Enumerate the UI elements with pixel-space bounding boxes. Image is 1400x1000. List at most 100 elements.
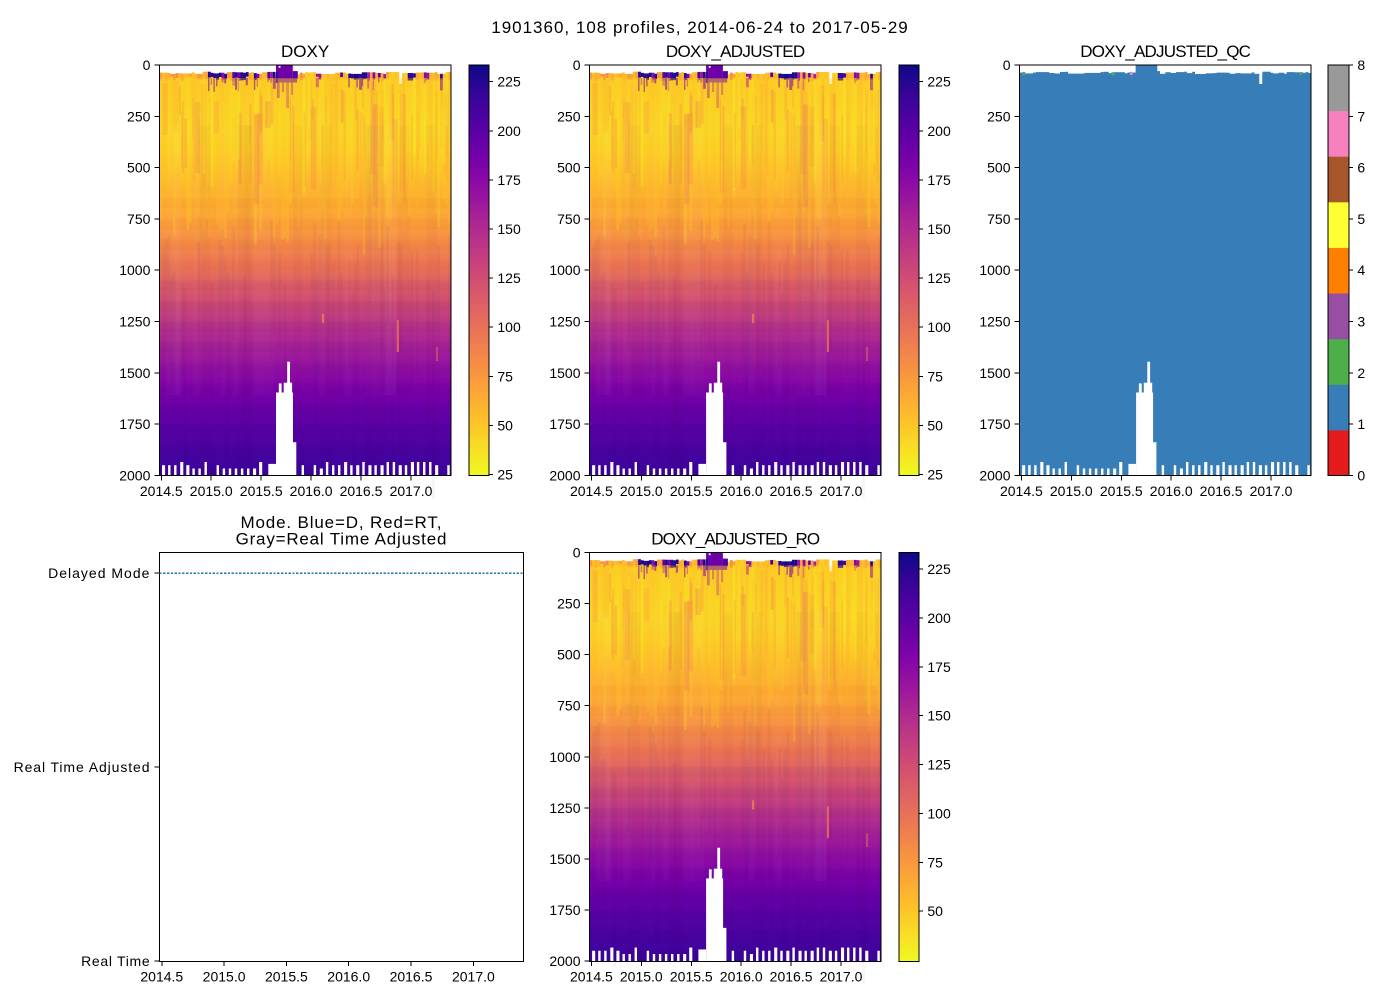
svg-text:250: 250 (987, 108, 1011, 124)
svg-text:2014.5: 2014.5 (140, 969, 183, 985)
svg-text:150: 150 (927, 708, 951, 724)
svg-text:0: 0 (143, 57, 151, 73)
svg-text:1500: 1500 (979, 365, 1010, 381)
svg-text:225: 225 (927, 561, 951, 577)
svg-text:25: 25 (927, 467, 943, 483)
svg-text:1901360, 108 profiles, 2014-06: 1901360, 108 profiles, 2014-06-24 to 201… (491, 18, 909, 37)
svg-text:50: 50 (927, 903, 943, 919)
svg-text:2016.5: 2016.5 (770, 483, 813, 499)
svg-text:DOXY_ADJUSTED_RO: DOXY_ADJUSTED_RO (651, 530, 820, 549)
svg-text:0: 0 (573, 545, 581, 561)
svg-text:175: 175 (497, 172, 521, 188)
svg-text:750: 750 (127, 211, 151, 227)
svg-text:50: 50 (927, 417, 943, 433)
svg-text:DOXY_ADJUSTED_QC: DOXY_ADJUSTED_QC (1080, 42, 1250, 61)
svg-text:2016.0: 2016.0 (720, 483, 763, 499)
svg-text:3: 3 (1357, 314, 1365, 330)
svg-text:2017.0: 2017.0 (820, 483, 863, 499)
svg-text:0: 0 (1357, 468, 1365, 484)
svg-text:2000: 2000 (979, 468, 1010, 484)
svg-text:0: 0 (1003, 57, 1011, 73)
svg-text:DOXY: DOXY (281, 42, 329, 61)
svg-text:1750: 1750 (119, 416, 150, 432)
svg-text:2016.5: 2016.5 (390, 969, 433, 985)
svg-text:175: 175 (927, 172, 951, 188)
svg-text:200: 200 (497, 123, 521, 139)
svg-text:200: 200 (927, 123, 951, 139)
svg-text:225: 225 (927, 74, 951, 90)
svg-text:150: 150 (497, 221, 521, 237)
svg-text:100: 100 (497, 319, 521, 335)
svg-text:2017.0: 2017.0 (390, 483, 433, 499)
svg-text:50: 50 (497, 417, 513, 433)
svg-text:75: 75 (497, 368, 513, 384)
svg-text:225: 225 (497, 74, 521, 90)
svg-text:1750: 1750 (549, 416, 580, 432)
svg-text:125: 125 (927, 270, 951, 286)
svg-text:1750: 1750 (979, 416, 1010, 432)
svg-text:1750: 1750 (549, 902, 580, 918)
svg-text:500: 500 (127, 160, 151, 176)
svg-text:7: 7 (1357, 108, 1365, 124)
svg-text:1250: 1250 (979, 314, 1010, 330)
svg-text:2017.0: 2017.0 (1250, 483, 1293, 499)
svg-text:75: 75 (927, 368, 943, 384)
svg-text:125: 125 (497, 270, 521, 286)
svg-text:750: 750 (557, 211, 581, 227)
svg-text:Gray=Real Time Adjusted: Gray=Real Time Adjusted (236, 530, 448, 549)
svg-text:1: 1 (1357, 416, 1365, 432)
svg-text:2016.0: 2016.0 (327, 969, 370, 985)
svg-text:750: 750 (557, 698, 581, 714)
svg-text:1000: 1000 (549, 262, 580, 278)
svg-text:2016.5: 2016.5 (1200, 483, 1243, 499)
svg-text:Real Time: Real Time (81, 953, 150, 969)
svg-text:1000: 1000 (549, 749, 580, 765)
svg-text:150: 150 (927, 221, 951, 237)
svg-text:2017.0: 2017.0 (452, 969, 495, 985)
svg-text:2015.5: 2015.5 (670, 483, 713, 499)
svg-text:Mode. Blue=D, Red=RT,: Mode. Blue=D, Red=RT, (240, 513, 442, 532)
svg-text:2015.0: 2015.0 (620, 969, 663, 985)
svg-text:8: 8 (1357, 57, 1365, 73)
svg-text:1500: 1500 (549, 851, 580, 867)
svg-text:2016.5: 2016.5 (340, 483, 383, 499)
svg-text:1250: 1250 (549, 800, 580, 816)
svg-text:2015.5: 2015.5 (670, 969, 713, 985)
svg-text:250: 250 (127, 108, 151, 124)
svg-text:2014.5: 2014.5 (140, 483, 183, 499)
svg-text:5: 5 (1357, 211, 1365, 227)
svg-text:2014.5: 2014.5 (570, 969, 613, 985)
svg-text:1000: 1000 (979, 262, 1010, 278)
svg-text:100: 100 (927, 319, 951, 335)
svg-text:2016.0: 2016.0 (720, 969, 763, 985)
svg-text:750: 750 (987, 211, 1011, 227)
svg-text:2015.0: 2015.0 (620, 483, 663, 499)
svg-text:2: 2 (1357, 365, 1365, 381)
svg-text:500: 500 (987, 160, 1011, 176)
svg-text:0: 0 (573, 57, 581, 73)
svg-text:2015.5: 2015.5 (1100, 483, 1143, 499)
svg-text:2000: 2000 (549, 953, 580, 969)
svg-text:DOXY_ADJUSTED: DOXY_ADJUSTED (666, 42, 805, 61)
svg-text:75: 75 (927, 854, 943, 870)
svg-text:6: 6 (1357, 160, 1365, 176)
svg-text:2015.0: 2015.0 (1050, 483, 1093, 499)
svg-text:4: 4 (1357, 262, 1365, 278)
svg-text:2015.0: 2015.0 (203, 969, 246, 985)
svg-text:250: 250 (557, 108, 581, 124)
svg-text:100: 100 (927, 805, 951, 821)
svg-text:Delayed Mode: Delayed Mode (48, 565, 150, 581)
svg-text:175: 175 (927, 659, 951, 675)
svg-text:Real Time Adjusted: Real Time Adjusted (14, 759, 151, 775)
svg-text:200: 200 (927, 610, 951, 626)
svg-text:1000: 1000 (119, 262, 150, 278)
svg-text:500: 500 (557, 647, 581, 663)
svg-text:2016.5: 2016.5 (770, 969, 813, 985)
svg-text:2017.0: 2017.0 (820, 969, 863, 985)
svg-text:125: 125 (927, 757, 951, 773)
svg-text:2015.5: 2015.5 (240, 483, 283, 499)
svg-text:1250: 1250 (119, 314, 150, 330)
svg-text:2014.5: 2014.5 (570, 483, 613, 499)
svg-text:1500: 1500 (119, 365, 150, 381)
svg-text:2016.0: 2016.0 (1150, 483, 1193, 499)
